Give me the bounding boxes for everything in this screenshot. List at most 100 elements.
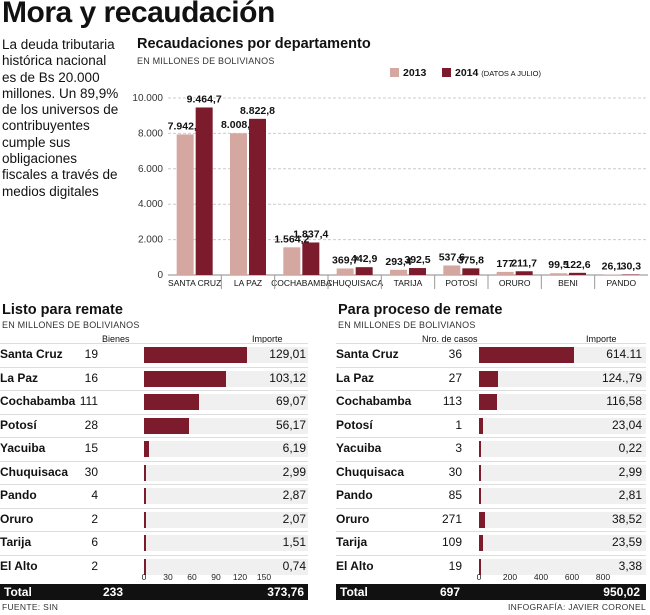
table-title: Para proceso de remate <box>338 302 503 318</box>
bar-2014 <box>355 267 373 275</box>
bar-track <box>479 464 646 481</box>
bar-track <box>144 441 308 457</box>
bar <box>479 370 499 387</box>
row-value: 103,12 <box>269 370 306 385</box>
row-label: Pando <box>336 488 373 502</box>
data-label: 30,3 <box>621 260 642 272</box>
bar-track <box>479 394 646 410</box>
bar-track <box>144 488 308 504</box>
x-tick-label: CHUQUISACA <box>326 278 383 288</box>
row-label: Tarija <box>0 535 32 549</box>
row-label: El Alto <box>336 558 374 573</box>
row-count: 30 <box>448 464 462 479</box>
table-row: Cochabamba 111 69,07 <box>0 390 308 414</box>
bar-2014 <box>302 242 320 275</box>
bar <box>479 464 481 481</box>
legend-swatch-2014 <box>442 68 451 77</box>
table-row: Cochabamba 113 116,58 <box>336 390 646 414</box>
row-count: 113 <box>442 394 462 408</box>
table-row: Chuquisaca 30 2,99 <box>336 460 646 485</box>
y-tick-label: 0 <box>157 270 163 281</box>
row-value: 6,19 <box>282 441 306 455</box>
bar-track <box>144 511 308 528</box>
row-value: 23,59 <box>611 535 642 549</box>
table-row: Potosí 28 56,17 <box>0 413 308 438</box>
row-count: 271 <box>441 511 462 526</box>
table-subtitle: EN MILLONES DE BOLIVIANOS <box>2 320 140 330</box>
total-row: Total 233 373,76 <box>0 584 308 600</box>
table-row: Tarija 6 1,51 <box>0 531 308 555</box>
y-tick-label: 4.000 <box>138 199 163 210</box>
row-value: 56,17 <box>275 417 306 432</box>
data-label: 375,8 <box>458 254 484 266</box>
x-tick-label: 120 <box>232 572 248 582</box>
row-label: El Alto <box>0 558 38 573</box>
y-tick-label: 8.000 <box>138 128 163 139</box>
row-count: 27 <box>448 370 462 385</box>
bar-track <box>479 441 646 457</box>
row-count: 16 <box>84 370 98 385</box>
table-row: Oruro 2 2,07 <box>0 507 308 532</box>
bar-track <box>144 347 308 363</box>
data-label: 99,5 <box>548 259 569 271</box>
row-value: 0,22 <box>618 441 642 455</box>
data-label: 1.564,2 <box>274 233 309 245</box>
table-row: Tarija 109 23,59 <box>336 531 646 555</box>
x-tick-label: TARIJA <box>394 278 423 288</box>
row-label: Oruro <box>336 511 370 526</box>
table-row: La Paz 16 103,12 <box>0 366 308 391</box>
x-tick-label: 800 <box>595 572 611 582</box>
data-label: 8.822,8 <box>240 105 275 117</box>
x-tick-label: 30 <box>163 572 173 582</box>
data-label: 369,7 <box>332 254 358 266</box>
bar <box>144 441 149 457</box>
data-label: 293,4 <box>385 256 411 268</box>
table-row: La Paz 27 124.,79 <box>336 366 646 391</box>
bar-track <box>479 417 646 434</box>
bar-track <box>479 558 646 575</box>
main-chart-subtitle: EN MILLONES DE BOLIVIANOS <box>137 56 275 66</box>
total-value: 373,76 <box>267 585 304 599</box>
count-header: Nro. de casos <box>422 334 478 344</box>
bar <box>479 535 483 551</box>
source-note: FUENTE: SIN <box>2 602 59 612</box>
bar <box>144 511 146 528</box>
row-value: 124.,79 <box>601 370 642 385</box>
x-tick-label: 150 <box>256 572 272 582</box>
row-count: 28 <box>84 417 98 432</box>
bar-2014 <box>195 107 213 275</box>
bar-2013 <box>336 268 354 275</box>
bar <box>144 558 146 575</box>
y-tick-label: 10.000 <box>132 93 163 104</box>
bar-track <box>144 558 308 575</box>
page-title: Mora y recaudación <box>2 0 275 29</box>
bar-track <box>144 394 308 410</box>
row-value: 129,01 <box>269 347 306 361</box>
x-tick-label: 600 <box>564 572 580 582</box>
value-header: Importe <box>586 334 617 344</box>
row-value: 614.11 <box>606 347 642 361</box>
total-label: Total <box>4 585 32 599</box>
row-count: 3 <box>455 441 462 455</box>
x-tick-label: POTOSÍ <box>445 278 478 288</box>
bar-track <box>479 488 646 504</box>
table-row: Pando 4 2,87 <box>0 484 308 508</box>
bar <box>479 417 483 434</box>
bar-2013 <box>176 134 194 275</box>
bar-track <box>479 511 646 528</box>
count-header: Bienes <box>102 334 130 344</box>
legend-label-2013: 2013 <box>403 67 427 79</box>
bar-2013 <box>443 265 461 275</box>
row-count: 36 <box>448 347 462 361</box>
row-count: 4 <box>91 488 98 502</box>
row-value: 2,81 <box>618 488 642 502</box>
intro-text: La deuda tributaria histórica nacional e… <box>2 37 119 199</box>
row-label: Santa Cruz <box>0 347 63 361</box>
bar-track <box>144 464 308 481</box>
row-count: 6 <box>91 535 98 549</box>
listo-para-remate-table: Listo para remate EN MILLONES DE BOLIVIA… <box>0 296 320 601</box>
bar-2014 <box>462 268 480 275</box>
table-row: Santa Cruz 19 129,01 <box>0 343 308 367</box>
row-count: 30 <box>84 464 98 479</box>
row-label: Potosí <box>0 417 37 432</box>
